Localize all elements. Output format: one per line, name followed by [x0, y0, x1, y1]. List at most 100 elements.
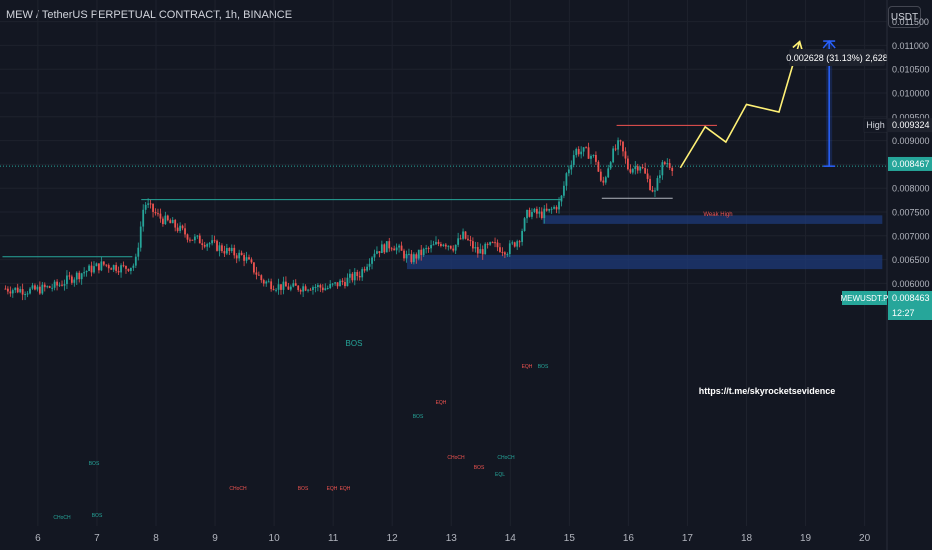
candle-body — [334, 282, 337, 284]
candle-body — [240, 252, 243, 256]
candle-body — [353, 272, 356, 281]
candle-body — [248, 257, 250, 260]
candle-body — [385, 241, 388, 253]
y-tick-label: 0.009000 — [892, 136, 930, 146]
candle-body — [228, 247, 231, 251]
candle-body — [73, 279, 76, 283]
candle-body — [412, 254, 415, 263]
candle-body — [432, 244, 435, 246]
candle-body — [457, 238, 460, 245]
candle-body — [201, 243, 204, 245]
candle-body — [53, 281, 56, 288]
candle-body — [90, 265, 93, 273]
candle-body — [595, 154, 597, 162]
candle-body — [230, 247, 233, 251]
candle-body — [66, 275, 68, 285]
candle-body — [565, 173, 568, 186]
annotations: BOS Weak High https://t.me/skyrocketsevide… — [53, 212, 835, 521]
candle-body — [314, 286, 317, 288]
candle-body — [316, 285, 319, 287]
candle-body — [302, 286, 305, 292]
candle-body — [319, 285, 322, 288]
x-tick-label: 6 — [35, 533, 41, 544]
x-tick-label: 7 — [94, 533, 100, 544]
candle-body — [329, 284, 332, 288]
candle-body — [499, 247, 501, 252]
candle-body — [98, 263, 100, 271]
candle-body — [56, 281, 58, 286]
demand-zone — [542, 215, 883, 224]
structure-label: BOS — [92, 513, 103, 519]
candle-body — [61, 284, 63, 286]
candle-body — [26, 293, 29, 295]
high-value: 0.009324 — [892, 120, 930, 130]
candle-body — [63, 284, 66, 286]
structure-label: EQH — [327, 486, 338, 492]
candle-body — [646, 173, 649, 179]
candle-body — [213, 240, 216, 242]
candle-body — [257, 274, 260, 276]
candle-body — [572, 155, 575, 165]
candle-body — [658, 175, 661, 179]
candle-body — [189, 239, 191, 241]
candle-body — [36, 286, 39, 290]
candle-body — [454, 244, 457, 251]
candle-body — [587, 147, 590, 159]
candle-body — [619, 140, 622, 142]
candle-body — [117, 270, 120, 273]
chart-title: MEW / TetherUS PERPETUAL CONTRACT, 1h, B… — [6, 9, 293, 21]
candle-body — [479, 249, 482, 254]
weak-high-label: Weak High — [703, 212, 732, 218]
candle-body — [464, 231, 467, 239]
candle-body — [378, 251, 381, 254]
y-tick-label: 0.010500 — [892, 65, 930, 75]
candle-body — [102, 261, 105, 265]
current-price-box — [888, 291, 932, 320]
candle-body — [400, 245, 403, 251]
candle-body — [508, 243, 511, 255]
candle-body — [639, 167, 642, 171]
candle-body — [395, 247, 398, 251]
candle-body — [526, 209, 528, 219]
candle-body — [206, 244, 209, 247]
x-tick-label: 12 — [387, 533, 399, 544]
candle-body — [437, 241, 440, 244]
x-tick-label: 20 — [859, 533, 871, 544]
candle-body — [105, 264, 108, 266]
candle-body — [462, 231, 464, 239]
candle-body — [166, 215, 169, 221]
candle-body — [467, 238, 469, 240]
candle-body — [11, 290, 14, 294]
candle-body — [612, 148, 615, 163]
candle-body — [107, 265, 110, 269]
candle-body — [299, 289, 302, 292]
candle-body — [553, 206, 555, 209]
candle-body — [34, 285, 36, 290]
candle-body — [570, 164, 573, 170]
candle-body — [120, 265, 122, 273]
candle-body — [282, 281, 285, 290]
candle-body — [48, 286, 51, 288]
candle-body — [132, 265, 135, 268]
candle-body — [422, 248, 425, 255]
candle-body — [531, 211, 533, 217]
candle-body — [225, 247, 228, 254]
candle-body — [176, 227, 179, 231]
candle-body — [469, 239, 472, 242]
high-name-box — [863, 117, 888, 133]
candle-body — [233, 247, 236, 256]
candle-body — [272, 289, 275, 291]
last-price-value: 0.008467 — [892, 159, 930, 169]
candle-body — [142, 209, 145, 227]
countdown-value: 12:27 — [892, 308, 915, 318]
candle-body — [255, 272, 258, 275]
candle-body — [171, 219, 174, 224]
currency-button[interactable]: USDT — [888, 6, 921, 28]
candle-body — [486, 243, 489, 245]
x-tick-label: 8 — [153, 533, 159, 544]
candle-body — [139, 226, 142, 248]
candle-body — [489, 242, 492, 245]
candle-body — [607, 168, 610, 178]
candle-body — [152, 203, 154, 212]
